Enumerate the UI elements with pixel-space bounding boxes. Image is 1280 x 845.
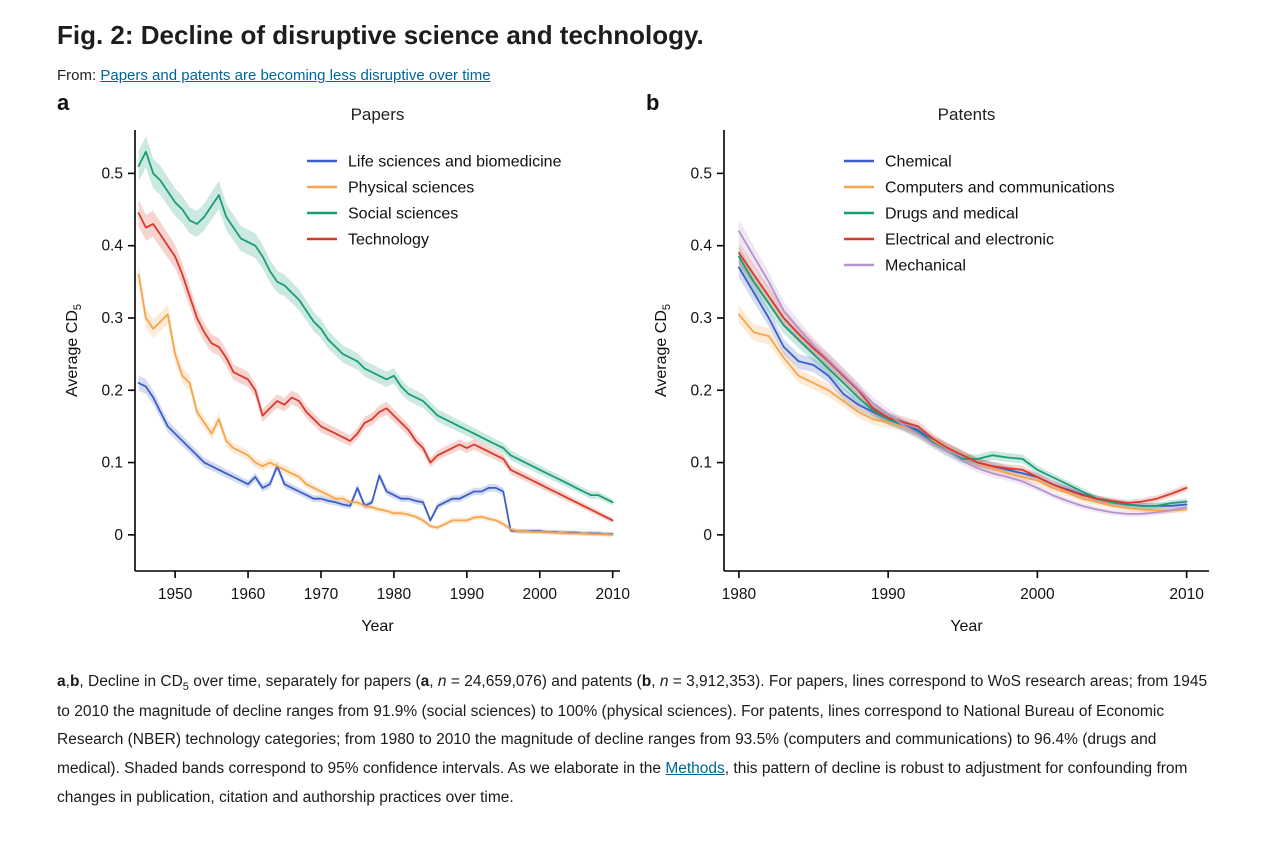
svg-text:1980: 1980 (377, 586, 412, 603)
methods-link[interactable]: Methods (665, 759, 725, 777)
svg-text:2000: 2000 (523, 586, 558, 603)
article-link[interactable]: Papers and patents are becoming less dis… (100, 67, 491, 85)
svg-text:Mechanical: Mechanical (885, 258, 966, 275)
svg-text:1970: 1970 (304, 586, 339, 603)
caption-text: b (69, 673, 80, 691)
patents-chart: 0 0.1 0.2 0.3 0.4 0.5 1980 1990 2000 2010 Patents Y… (653, 105, 1209, 635)
caption-text: , (651, 673, 660, 691)
svg-text:Drugs and medical: Drugs and medical (885, 206, 1018, 223)
svg-text:0.4: 0.4 (690, 238, 712, 255)
svg-text:Chemical: Chemical (885, 154, 952, 171)
caption-text: over time, separately for papers ( (188, 673, 421, 691)
caption-text: = 3,912,353). For papers, lines correspo… (57, 673, 1208, 777)
svg-text:1960: 1960 (231, 586, 266, 603)
caption-subscript: 5 (182, 681, 189, 694)
svg-text:1950: 1950 (158, 586, 193, 603)
svg-text:0.3: 0.3 (101, 310, 123, 327)
caption-text: n (437, 673, 447, 691)
svg-text:Electrical and electronic: Electrical and electronic (885, 232, 1054, 249)
svg-text:1980: 1980 (722, 586, 757, 603)
papers-chart: 0 0.1 0.2 0.3 0.4 0.5 1950 1960 1970 1980 1990 2000… (64, 105, 630, 635)
svg-text:Computers and communications: Computers and communications (885, 180, 1114, 197)
caption-text: , (65, 673, 70, 691)
panel-a-label: a (57, 90, 70, 116)
svg-text:Technology: Technology (348, 232, 429, 249)
panel-b: b 0 0.1 0.2 0.3 0.4 0.5 1980 1990 2000 2010 Patent… (646, 90, 1221, 650)
svg-text:0.5: 0.5 (101, 166, 123, 183)
panel-a: a 0 0.1 0.2 0.3 0.4 0.5 1950 1960 1970 1980 1990 20… (57, 90, 632, 650)
figure-title: Fig. 2: Decline of disruptive science an… (57, 20, 704, 50)
svg-text:1990: 1990 (450, 586, 485, 603)
svg-text:0.4: 0.4 (101, 238, 123, 255)
svg-text:0.2: 0.2 (690, 382, 712, 399)
svg-text:Average CD5: Average CD5 (653, 304, 673, 397)
from-line: From: Papers and patents are becoming le… (57, 67, 1223, 84)
caption-text: a (57, 673, 66, 691)
svg-text:Average CD5: Average CD5 (64, 304, 84, 397)
svg-text:Life sciences and biomedicine: Life sciences and biomedicine (348, 154, 562, 171)
caption-text: , this pattern of decline is robust to a… (57, 759, 1188, 806)
svg-text:2010: 2010 (1169, 586, 1204, 603)
svg-text:0.3: 0.3 (690, 310, 712, 327)
svg-text:Social sciences: Social sciences (348, 206, 458, 223)
from-label: From: (57, 67, 97, 85)
caption-text: = 24,659,076) and patents ( (446, 673, 642, 691)
caption-text: , (429, 673, 438, 691)
svg-text:0.5: 0.5 (690, 166, 712, 183)
svg-text:0: 0 (114, 527, 123, 544)
caption-text: , Decline in CD (79, 673, 183, 691)
svg-text:2010: 2010 (595, 586, 630, 603)
svg-text:Year: Year (950, 618, 983, 635)
panel-b-label: b (646, 90, 660, 116)
svg-text:0.1: 0.1 (101, 455, 123, 472)
svg-text:1990: 1990 (871, 586, 906, 603)
svg-text:Physical sciences: Physical sciences (348, 180, 474, 197)
caption-text: n (659, 673, 669, 691)
svg-text:Year: Year (361, 618, 394, 635)
figure-caption: a,b, Decline in CD5 over time, separatel… (57, 668, 1223, 812)
figure-row: a 0 0.1 0.2 0.3 0.4 0.5 1950 1960 1970 1980 1990 20… (57, 90, 1223, 650)
svg-text:Patents: Patents (938, 105, 996, 124)
svg-text:0.1: 0.1 (690, 455, 712, 472)
svg-text:0: 0 (703, 527, 712, 544)
caption-text: a (420, 673, 430, 691)
caption-text: b (641, 673, 652, 691)
svg-text:2000: 2000 (1020, 586, 1055, 603)
svg-text:Papers: Papers (351, 105, 405, 124)
svg-text:0.2: 0.2 (101, 382, 123, 399)
